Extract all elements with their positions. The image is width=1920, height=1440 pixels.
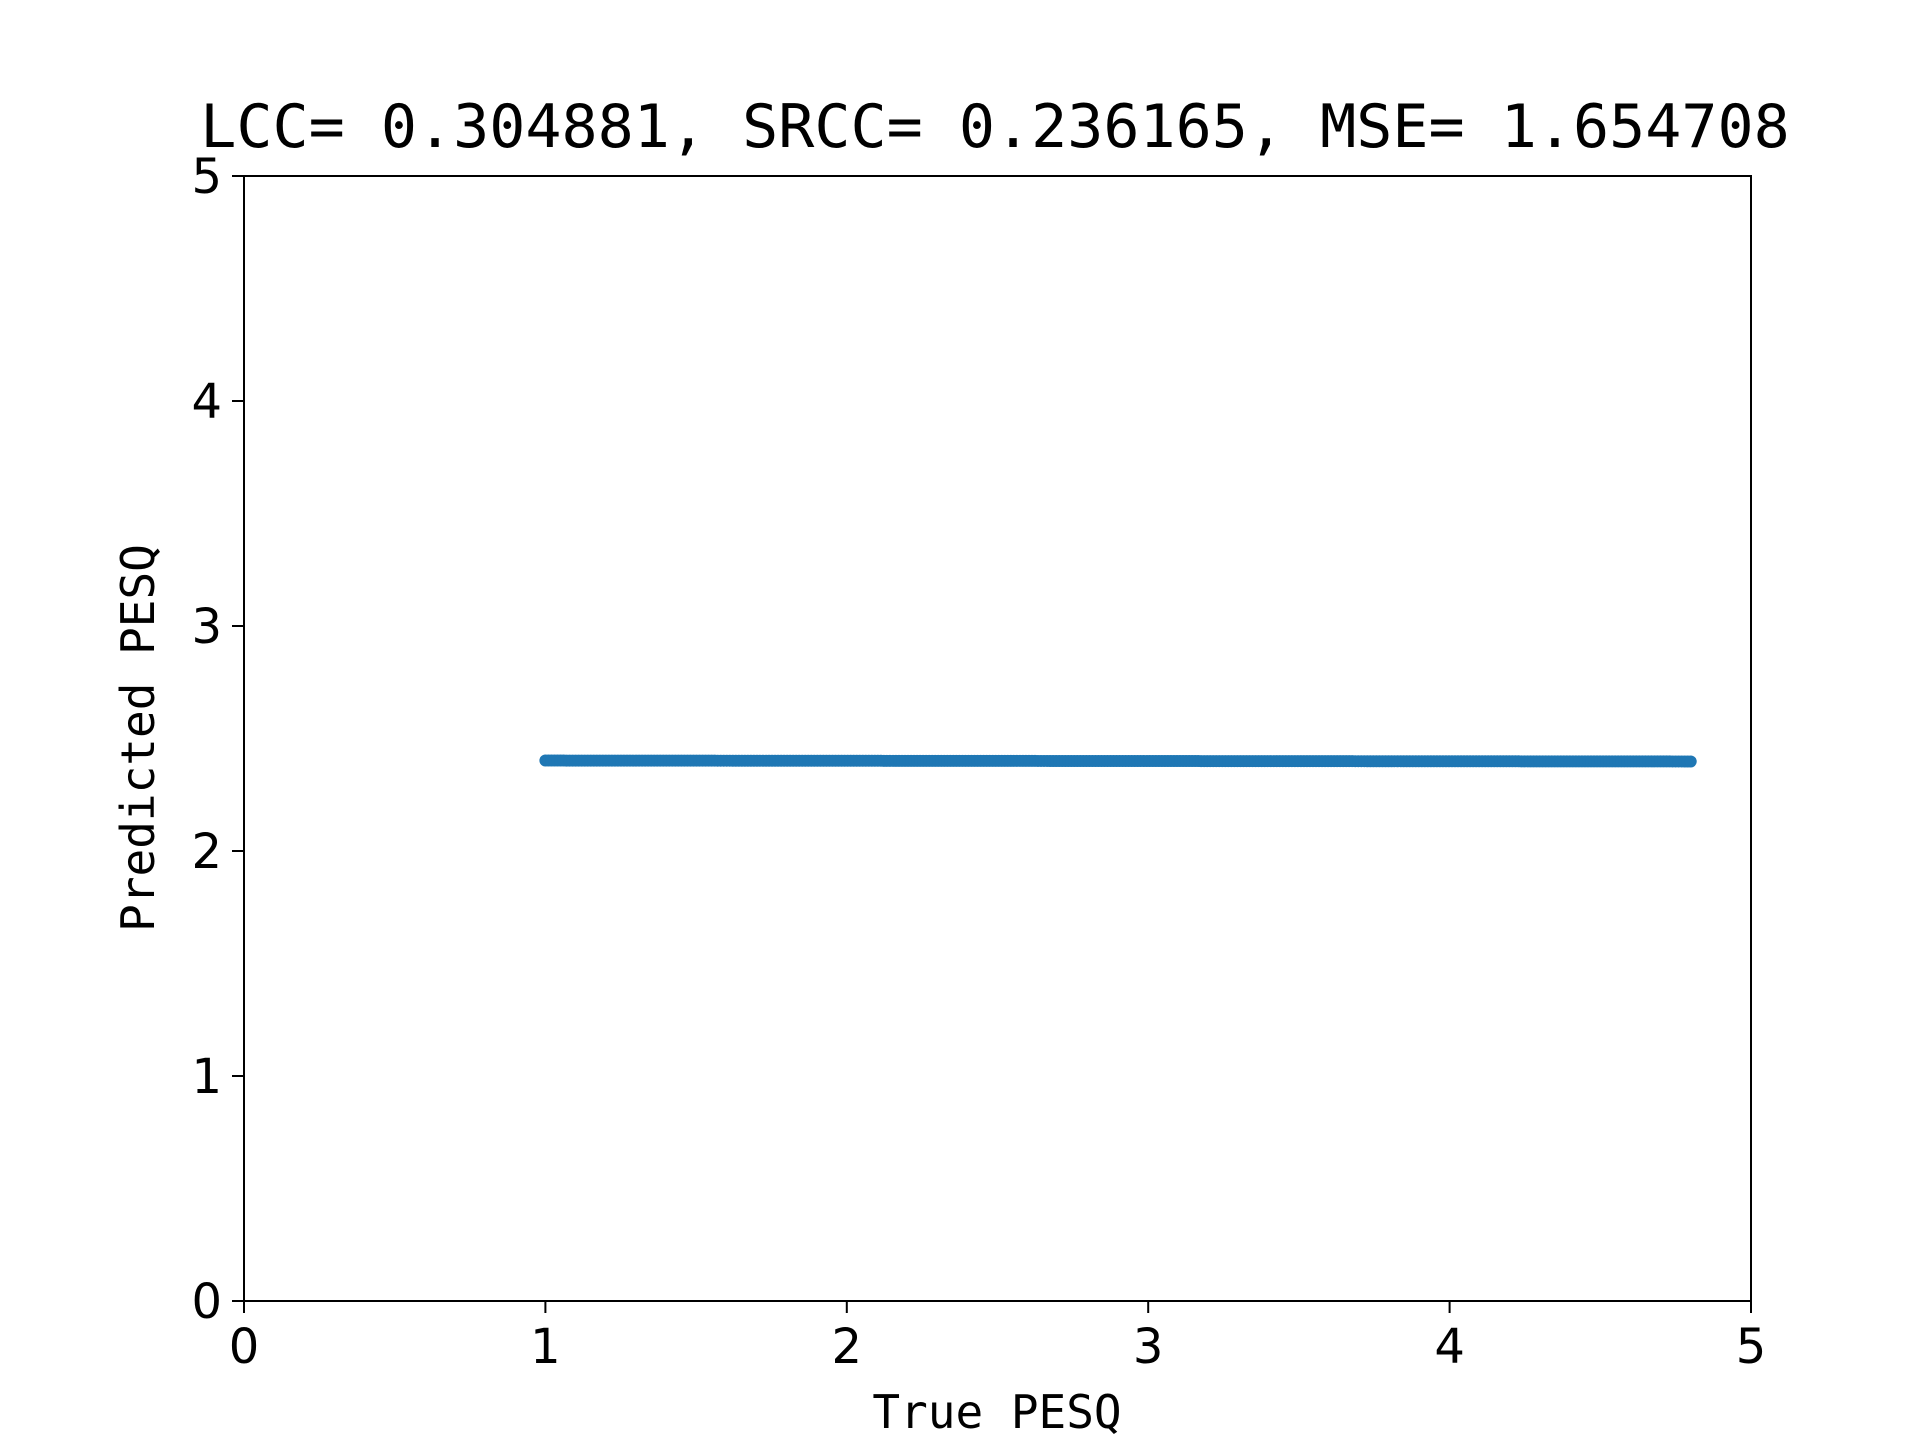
x-tick-label: 1 <box>530 1319 561 1375</box>
chart-title: LCC= 0.304881, SRCC= 0.236165, MSE= 1.65… <box>200 92 1789 162</box>
x-axis-label: True PESQ <box>872 1385 1121 1439</box>
y-tick-label: 4 <box>191 374 222 430</box>
x-tick-label: 5 <box>1736 1319 1767 1375</box>
x-axis-ticks: 0 1 2 3 4 5 <box>229 1301 1767 1375</box>
x-tick-label: 2 <box>832 1319 863 1375</box>
y-tick-label: 0 <box>191 1274 222 1330</box>
scatter-point <box>1684 755 1697 768</box>
x-tick-label: 0 <box>229 1319 260 1375</box>
plot-frame <box>243 175 1752 1302</box>
y-axis-ticks: 0 1 2 3 4 5 <box>191 149 244 1330</box>
scatter-points <box>539 754 1697 768</box>
y-tick-label: 1 <box>191 1049 222 1105</box>
x-tick-label: 4 <box>1434 1319 1465 1375</box>
y-axis-label: Predicted PESQ <box>111 544 165 932</box>
x-tick-label: 3 <box>1133 1319 1164 1375</box>
y-tick-label: 3 <box>191 599 222 655</box>
y-tick-label: 5 <box>191 149 222 205</box>
y-tick-label: 2 <box>191 824 222 880</box>
